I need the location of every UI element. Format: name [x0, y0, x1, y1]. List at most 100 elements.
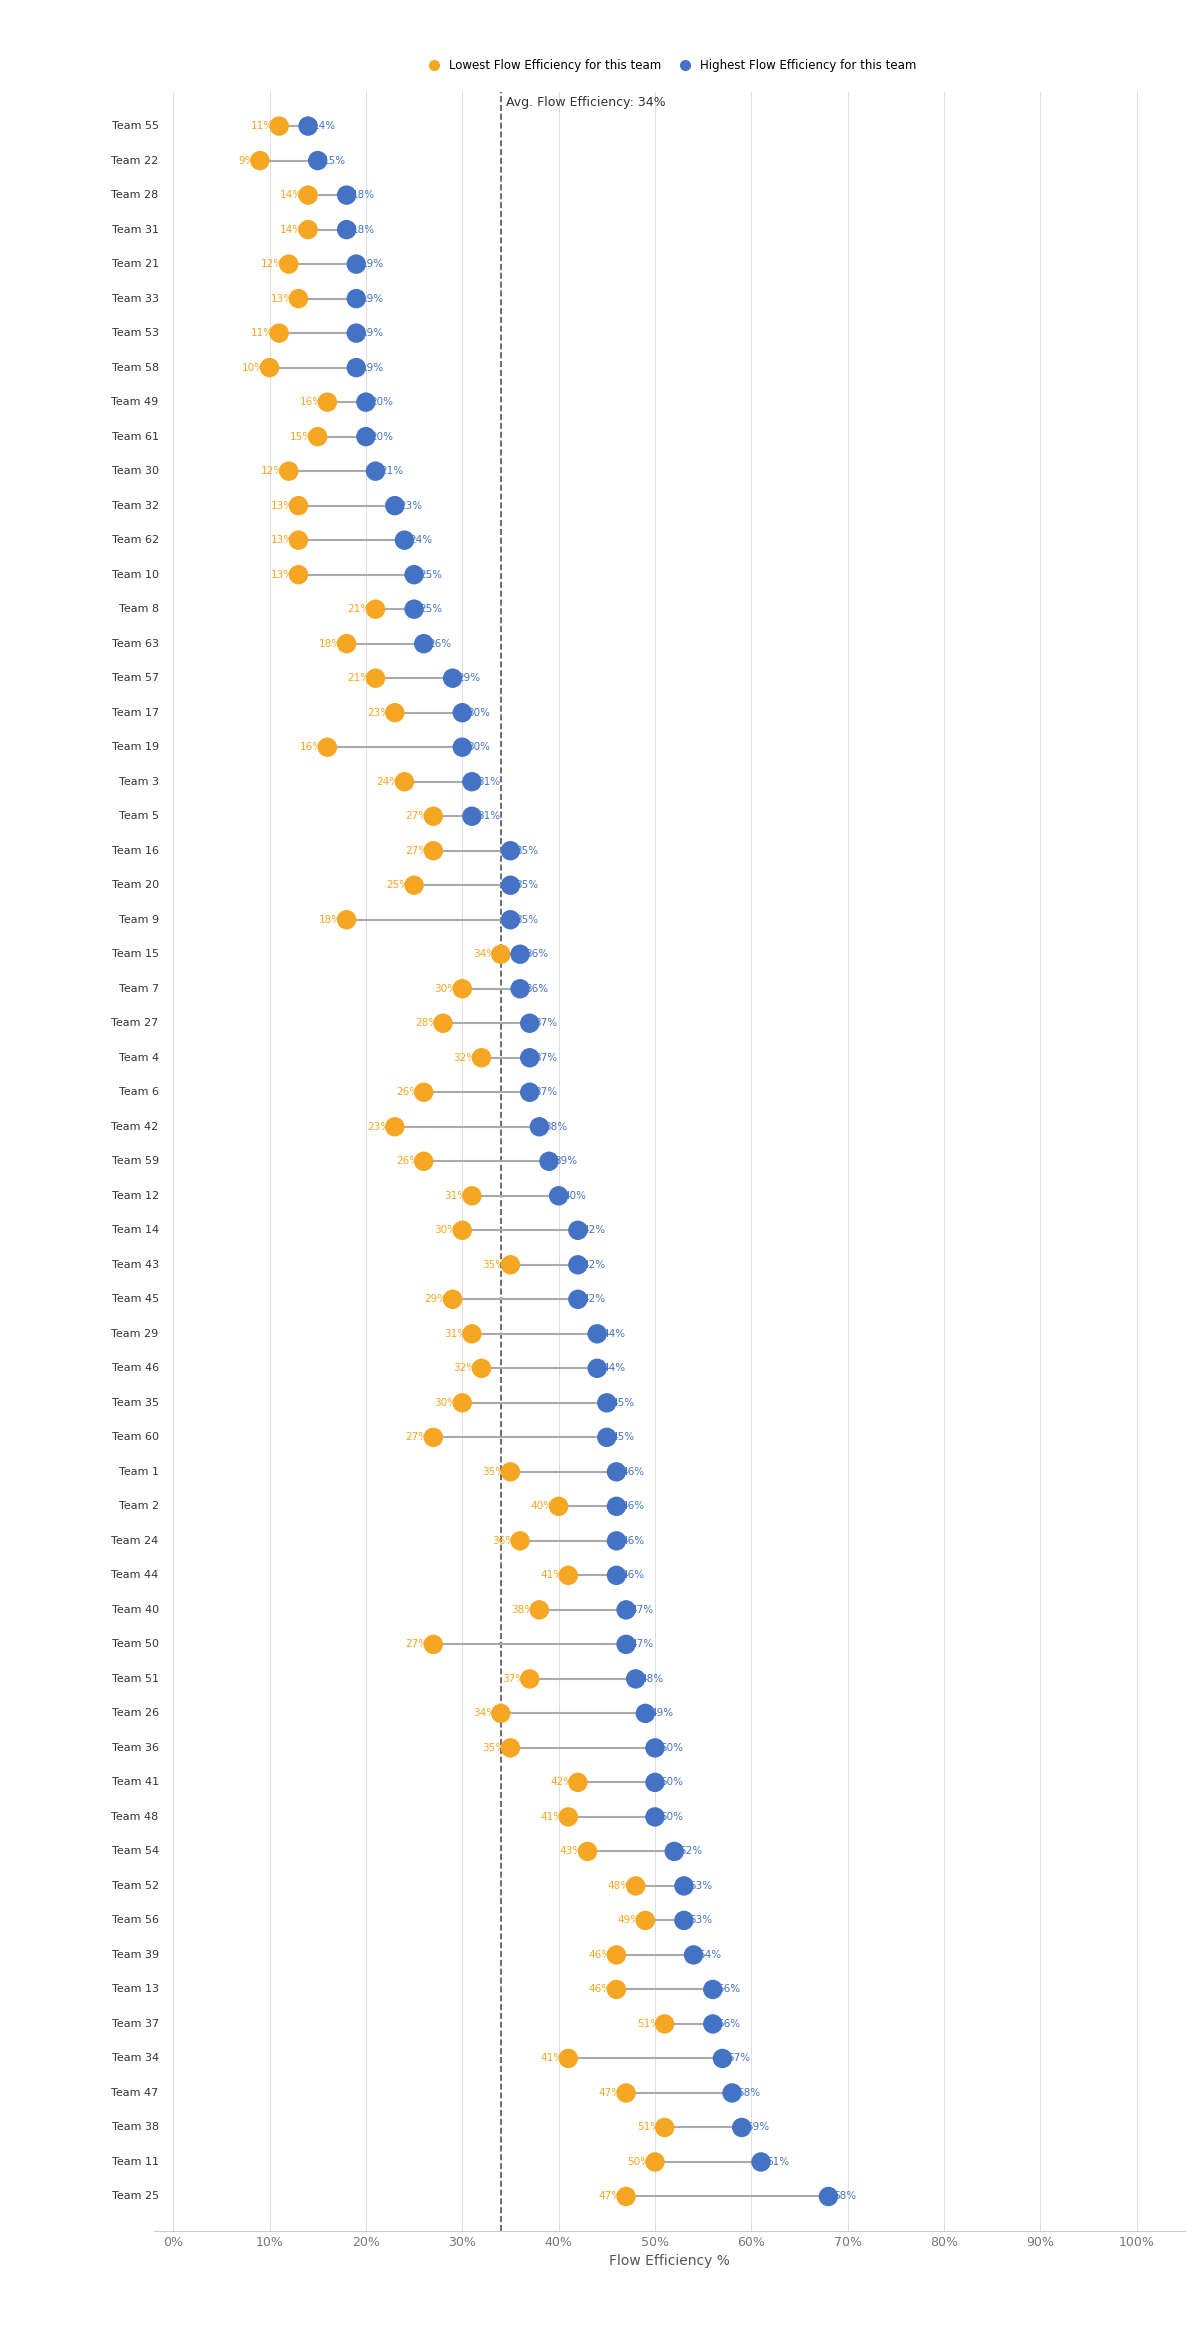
Point: [424, 1626, 443, 1664]
Point: [751, 2144, 770, 2181]
Text: Team 28: Team 28: [112, 191, 158, 200]
Text: Team 33: Team 33: [112, 294, 158, 303]
Point: [550, 1177, 569, 1214]
Point: [539, 1142, 558, 1179]
Text: Avg. Flow Efficiency: 34%: Avg. Flow Efficiency: 34%: [505, 96, 665, 110]
Text: 49%: 49%: [650, 1708, 673, 1720]
Point: [251, 142, 270, 179]
Text: Team 15: Team 15: [112, 948, 158, 960]
Point: [626, 1866, 646, 1904]
Text: 29%: 29%: [457, 673, 480, 683]
Text: 37%: 37%: [502, 1673, 524, 1685]
Point: [347, 315, 366, 352]
Text: 37%: 37%: [534, 1088, 558, 1097]
Text: 48%: 48%: [641, 1673, 664, 1685]
Text: 35%: 35%: [515, 916, 539, 925]
Point: [318, 384, 337, 422]
Point: [414, 624, 433, 662]
Text: Team 9: Team 9: [119, 916, 158, 925]
Point: [520, 1004, 539, 1042]
Point: [424, 797, 443, 834]
Point: [280, 452, 299, 489]
Text: 47%: 47%: [598, 2088, 622, 2097]
Text: Team 4: Team 4: [119, 1053, 158, 1062]
Text: 38%: 38%: [544, 1121, 568, 1132]
Text: 40%: 40%: [530, 1501, 554, 1512]
Text: 26%: 26%: [396, 1088, 419, 1097]
Text: 52%: 52%: [679, 1845, 702, 1857]
Text: 24%: 24%: [377, 776, 400, 788]
Text: 50%: 50%: [660, 1743, 683, 1752]
Point: [818, 2179, 838, 2216]
Point: [655, 2006, 674, 2043]
Text: 32%: 32%: [454, 1363, 476, 1372]
Text: Team 31: Team 31: [112, 224, 158, 235]
Legend: Lowest Flow Efficiency for this team, Highest Flow Efficiency for this team: Lowest Flow Efficiency for this team, Hi…: [418, 54, 922, 77]
Text: 18%: 18%: [352, 191, 374, 200]
Point: [299, 107, 318, 144]
Text: 56%: 56%: [718, 1985, 740, 1994]
Text: Team 51: Team 51: [112, 1673, 158, 1685]
Text: Team 54: Team 54: [112, 1845, 158, 1857]
Point: [404, 557, 424, 594]
Text: 47%: 47%: [631, 1640, 654, 1650]
Text: Team 42: Team 42: [112, 1121, 158, 1132]
Text: 40%: 40%: [564, 1191, 587, 1200]
Point: [520, 1074, 539, 1111]
Point: [732, 2109, 751, 2146]
Text: Team 7: Team 7: [119, 983, 158, 995]
Text: 35%: 35%: [482, 1261, 505, 1270]
Point: [510, 937, 529, 974]
X-axis label: Flow Efficiency %: Flow Efficiency %: [610, 2255, 730, 2269]
Text: 42%: 42%: [583, 1293, 606, 1305]
Text: 59%: 59%: [746, 2123, 769, 2132]
Point: [289, 487, 308, 524]
Text: 47%: 47%: [598, 2193, 622, 2202]
Text: Team 16: Team 16: [112, 846, 158, 855]
Text: 35%: 35%: [515, 881, 539, 890]
Point: [674, 1901, 694, 1939]
Text: 53%: 53%: [689, 1880, 712, 1892]
Text: 21%: 21%: [380, 466, 403, 475]
Text: 39%: 39%: [554, 1156, 577, 1167]
Point: [491, 1694, 510, 1731]
Point: [559, 2039, 578, 2076]
Point: [337, 902, 356, 939]
Text: 30%: 30%: [467, 743, 490, 753]
Text: Team 62: Team 62: [112, 536, 158, 545]
Point: [655, 2109, 674, 2146]
Text: 12%: 12%: [260, 466, 284, 475]
Text: Team 21: Team 21: [112, 259, 158, 268]
Point: [260, 350, 280, 387]
Point: [588, 1349, 607, 1386]
Point: [366, 659, 385, 697]
Text: 27%: 27%: [406, 846, 428, 855]
Point: [500, 832, 520, 869]
Text: 42%: 42%: [583, 1226, 606, 1235]
Text: 45%: 45%: [612, 1398, 635, 1407]
Point: [462, 1314, 481, 1351]
Text: 23%: 23%: [367, 708, 390, 718]
Text: 20%: 20%: [371, 396, 394, 408]
Text: 46%: 46%: [588, 1985, 612, 1994]
Point: [713, 2039, 732, 2076]
Text: 49%: 49%: [618, 1915, 641, 1925]
Text: 20%: 20%: [371, 431, 394, 443]
Text: Team 44: Team 44: [112, 1570, 158, 1580]
Point: [452, 729, 472, 767]
Text: Team 45: Team 45: [112, 1293, 158, 1305]
Text: Team 3: Team 3: [119, 776, 158, 788]
Text: 16%: 16%: [300, 396, 323, 408]
Point: [491, 937, 510, 974]
Text: 53%: 53%: [689, 1915, 712, 1925]
Text: 57%: 57%: [727, 2053, 750, 2064]
Point: [452, 694, 472, 732]
Point: [617, 1591, 636, 1629]
Point: [520, 1661, 539, 1699]
Point: [270, 315, 289, 352]
Point: [598, 1419, 617, 1456]
Text: 48%: 48%: [607, 1880, 631, 1892]
Text: 30%: 30%: [434, 1226, 457, 1235]
Point: [646, 1799, 665, 1836]
Point: [636, 1901, 655, 1939]
